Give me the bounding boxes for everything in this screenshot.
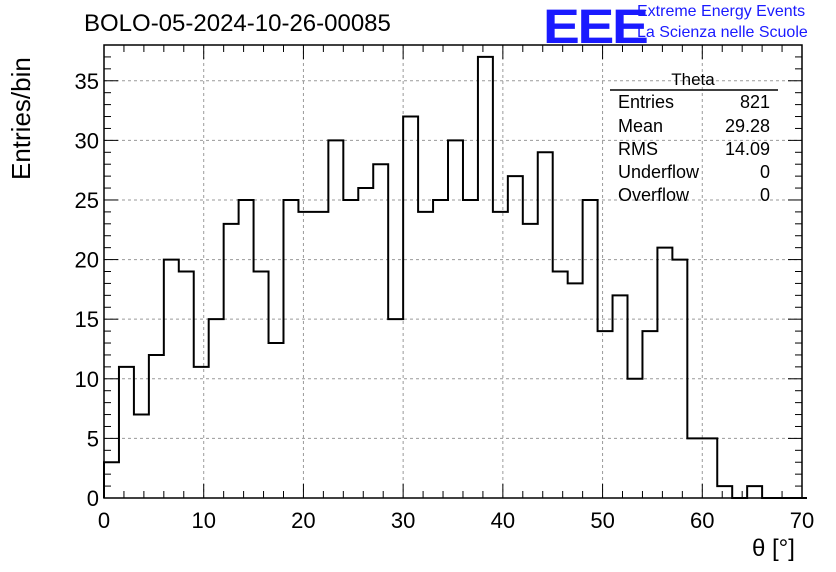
x-tick-label: 10 <box>191 508 215 533</box>
plot-frame <box>103 44 803 499</box>
x-tick-label: 30 <box>391 508 415 533</box>
stats-key: Overflow <box>618 185 690 205</box>
stats-value: 14.09 <box>724 139 770 159</box>
stats-key: RMS <box>618 139 658 159</box>
x-axis-label: θ [°] <box>752 535 795 562</box>
x-tick-label: 40 <box>491 508 515 533</box>
stats-value: 0 <box>759 162 770 182</box>
eee-logo: EEE <box>543 1 649 54</box>
y-tick-label: 0 <box>87 486 99 511</box>
y-tick-label: 35 <box>75 69 99 94</box>
x-tick-label: 60 <box>690 508 714 533</box>
logo-line-1: Extreme Energy Events <box>637 3 806 20</box>
x-tick-label: 0 <box>98 508 110 533</box>
x-tick-label: 20 <box>291 508 315 533</box>
y-axis-label: Entries/bin <box>6 57 36 180</box>
histogram-line <box>103 55 807 499</box>
stats-key: Entries <box>618 92 675 112</box>
stats-key: Underflow <box>618 162 700 182</box>
stats-value: 0 <box>759 185 770 205</box>
stats-key: Mean <box>618 116 664 136</box>
y-tick-label: 20 <box>75 248 99 273</box>
y-tick-label: 25 <box>75 188 99 213</box>
x-tick-label: 50 <box>590 508 614 533</box>
logo-line-2: La Scienza nelle Scuole <box>637 24 808 41</box>
y-tick-label: 5 <box>87 426 99 451</box>
stats-value: 821 <box>739 92 770 112</box>
stats-box-title: Theta <box>671 70 715 89</box>
stats-value: 29.28 <box>724 116 770 136</box>
y-tick-label: 15 <box>75 307 99 332</box>
y-tick-label: 30 <box>75 128 99 153</box>
plot-title: BOLO-05-2024-10-26-00085 <box>84 10 391 37</box>
y-tick-label: 10 <box>75 367 99 392</box>
x-tick-label: 70 <box>790 508 814 533</box>
